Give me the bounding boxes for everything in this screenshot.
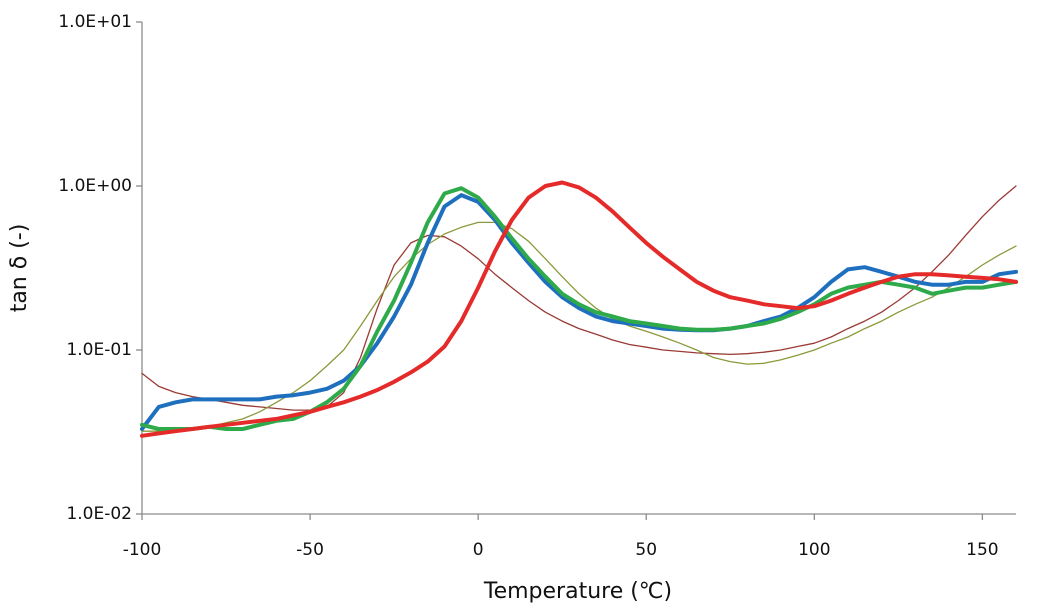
data-line [141,185,1017,411]
y-tick-label: 1.0E+00 [58,176,132,196]
y-axis-title: tan δ (-) [7,224,32,313]
x-tick-label: -50 [296,540,324,560]
data-line [140,193,1018,431]
y-tick-label: 1.0E-01 [66,340,132,360]
y-tick-label: 1.0E+01 [58,12,132,32]
y-tick-label: 1.0E-02 [66,504,132,524]
x-tick-label: -100 [123,540,162,560]
data-line [141,221,1017,432]
x-tick-label: 50 [635,540,657,560]
x-tick-label: 0 [473,540,484,560]
x-tick-label: 100 [798,540,830,560]
x-tick-label: 150 [966,540,998,560]
data-line [140,180,1018,438]
x-axis-title: Temperature (℃) [483,579,672,604]
